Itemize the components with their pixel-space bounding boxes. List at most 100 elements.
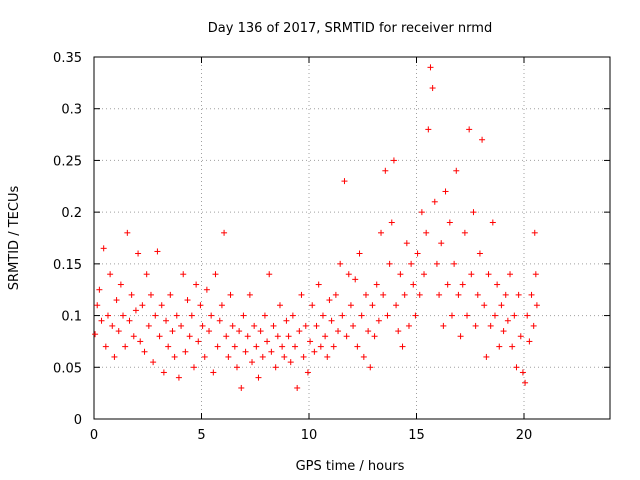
data-point	[111, 353, 118, 360]
data-point	[294, 384, 301, 391]
data-point	[150, 359, 157, 366]
data-point	[163, 317, 170, 324]
data-point	[509, 343, 516, 350]
data-point	[485, 271, 492, 278]
data-point	[100, 245, 107, 252]
grid	[94, 56, 610, 419]
data-point	[229, 322, 236, 329]
data-point	[466, 126, 473, 133]
data-point	[515, 291, 522, 298]
data-point	[307, 338, 314, 345]
data-point	[476, 250, 483, 257]
data-point	[345, 271, 352, 278]
data-point	[511, 312, 518, 319]
data-point	[309, 302, 316, 309]
data-point	[433, 260, 440, 267]
data-point	[199, 322, 206, 329]
data-point	[317, 343, 324, 350]
x-tick-label: 0	[90, 428, 98, 443]
data-point	[388, 219, 395, 226]
data-point	[519, 369, 526, 376]
data-point	[197, 302, 204, 309]
data-point	[410, 281, 417, 288]
data-point	[251, 322, 258, 329]
data-point	[464, 312, 471, 319]
data-point	[395, 328, 402, 335]
data-point	[289, 312, 296, 319]
x-tick-label: 20	[516, 428, 533, 443]
y-tick-label: 0	[74, 413, 82, 428]
data-point	[145, 322, 152, 329]
data-point	[249, 359, 256, 366]
data-point	[102, 343, 109, 350]
data-point	[425, 126, 432, 133]
data-point	[311, 348, 318, 355]
data-point	[193, 281, 200, 288]
axis-ticks: 0 5 10 15 20 0 0.05 0.1 0.15 0.2 0.25 0.3 0.35	[53, 51, 610, 443]
data-point	[354, 343, 361, 350]
data-point	[233, 364, 240, 371]
data-point	[98, 317, 105, 324]
data-point	[421, 271, 428, 278]
data-point	[401, 291, 408, 298]
data-point	[507, 271, 514, 278]
plot-border	[93, 56, 611, 420]
data-point	[240, 312, 247, 319]
data-point	[369, 302, 376, 309]
data-point	[390, 157, 397, 164]
data-point	[455, 291, 462, 298]
data-point	[375, 317, 382, 324]
data-point	[115, 328, 122, 335]
data-point	[287, 359, 294, 366]
data-point	[500, 328, 507, 335]
data-point	[147, 291, 154, 298]
data-point	[212, 271, 219, 278]
data-point	[531, 229, 538, 236]
data-point	[216, 317, 223, 324]
data-point	[190, 364, 197, 371]
data-point	[448, 312, 455, 319]
data-point	[285, 333, 292, 340]
data-point	[173, 312, 180, 319]
data-point	[459, 281, 466, 288]
data-point	[128, 291, 135, 298]
data-point	[169, 328, 176, 335]
data-point	[378, 229, 385, 236]
data-point	[130, 333, 137, 340]
data-point	[474, 291, 481, 298]
data-point	[283, 317, 290, 324]
data-point	[386, 260, 393, 267]
data-point	[236, 328, 243, 335]
data-point	[94, 302, 101, 309]
data-point	[373, 281, 380, 288]
data-point	[530, 322, 537, 329]
data-point	[208, 312, 215, 319]
data-point	[335, 328, 342, 335]
data-point	[141, 348, 148, 355]
data-point	[442, 188, 449, 195]
data-point	[261, 312, 268, 319]
data-point	[496, 343, 503, 350]
data-point	[227, 291, 234, 298]
data-point	[431, 198, 438, 205]
data-point	[470, 209, 477, 216]
data-point	[440, 322, 447, 329]
data-point	[184, 297, 191, 304]
y-tick-label: 0.35	[53, 51, 82, 66]
data-point	[367, 364, 374, 371]
data-point	[206, 328, 213, 335]
data-point	[468, 271, 475, 278]
data-point	[498, 302, 505, 309]
data-point	[109, 322, 116, 329]
data-point	[124, 229, 131, 236]
data-point	[313, 322, 320, 329]
x-tick-label: 15	[408, 428, 425, 443]
data-point	[360, 353, 367, 360]
y-axis-title: SRMTID / TECUs	[7, 186, 22, 291]
data-point	[418, 209, 425, 216]
data-point	[270, 322, 277, 329]
data-point	[266, 271, 273, 278]
x-axis-title: GPS time / hours	[296, 459, 405, 474]
